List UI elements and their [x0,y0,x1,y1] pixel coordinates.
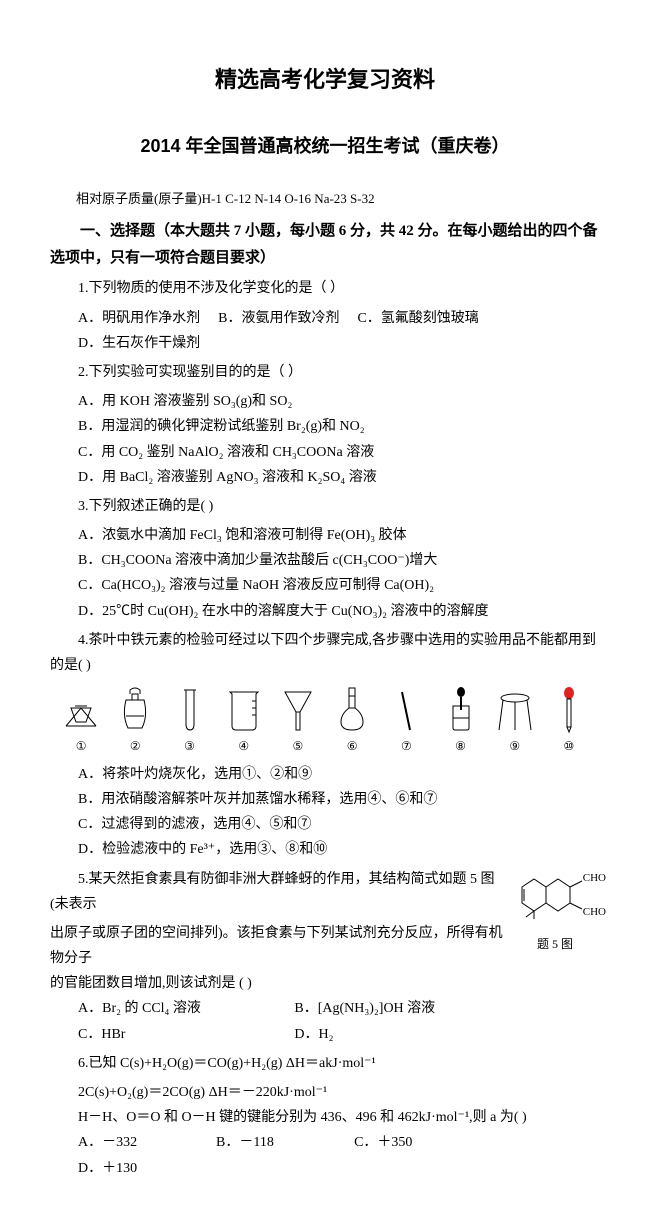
q3-opt-a: A．浓氨水中滴加 FeCl₃ 饱和溶液可制得 Fe(OH)₃ 胶体 [78,523,600,548]
q4-opt-a: A．将茶叶灼烧灰化，选用①、②和⑨ [78,762,600,787]
equip-8-label: ⑧ [455,739,466,753]
equip-10-label: ⑩ [564,739,575,753]
equip-6: ⑥ [325,686,379,758]
q4-stem: 4.茶叶中铁元素的检验可经过以下四个步骤完成,各步骤中选用的实验用品不能都用到的… [50,628,600,678]
q6-opt-c: C．＋350 [354,1130,474,1155]
q1-stem: 1.下列物质的使用不涉及化学变化的是（ ） [50,276,600,301]
sub-title: 2014 年全国普通高校统一招生考试（重庆卷） [50,130,600,162]
equip-6-label: ⑥ [347,739,358,753]
q5-stem-3: 的官能团数目增加,则该试剂是 ( ) [50,971,600,996]
equip-2: ② [108,686,162,758]
q2-opt-d: D．用 BaCl₂ 溶液鉴别 AgNO₃ 溶液和 K₂SO₄ 溶液 [78,465,329,490]
dropper-bottle-icon [446,686,476,734]
equip-4-label: ④ [238,739,249,753]
equip-9-label: ⑨ [509,739,520,753]
alcohol-lamp-icon [116,686,154,734]
equip-2-label: ② [130,739,141,753]
q4-options: A．将茶叶灼烧灰化，选用①、②和⑨ B．用浓硝酸溶解茶叶灰并加蒸馏水稀释，选用④… [78,762,600,863]
q5-figure: CHO CHO 题 5 图 [510,867,600,956]
glass-rod-icon [396,686,416,734]
q6-line3: H－H、O＝O 和 O－H 键的键能分别为 436、496 和 462kJ·mo… [78,1105,600,1130]
q3-opt-b: B．CH₃COONa 溶液中滴加少量浓盐酸后 c(CH₃COO⁻)增大 [78,548,600,573]
q1-opt-d: D．生石灰作干燥剂 [78,331,200,356]
equip-5: ⑤ [271,686,325,758]
q6-opt-a: A．－332 [78,1130,198,1155]
q2-options: A．用 KOH 溶液鉴别 SO₃(g)和 SO₂ B．用湿润的碘化钾淀粉试纸鉴别… [78,389,600,490]
equip-7: ⑦ [379,686,433,758]
q1-options: A．明矾用作净水剂 B．液氨用作致冷剂 C．氢氟酸刻蚀玻璃 D．生石灰作干燥剂 [78,306,600,356]
q4-opt-b: B．用浓硝酸溶解茶叶灰并加蒸馏水稀释，选用④、⑥和⑦ [78,787,600,812]
q5-opt-c: C．HBr [78,1022,276,1047]
q1-opt-a: A．明矾用作净水剂 [78,306,200,331]
equip-4: ④ [217,686,271,758]
main-title: 精选高考化学复习资料 [50,60,600,100]
q1-opt-b: B．液氨用作致冷剂 [218,306,339,331]
equip-3-label: ③ [184,739,195,753]
q5-opt-b: B．[Ag(NH₃)₂]OH 溶液 [294,996,435,1021]
q5-opt-a: A．Br₂ 的 CCl₄ 溶液 [78,996,276,1021]
q3-opt-d: D．25℃时 Cu(OH)₂ 在水中的溶解度大于 Cu(NO₃)₂ 溶液中的溶解… [78,599,600,624]
q3-stem: 3.下列叙述正确的是( ) [50,494,600,519]
q6-opt-b: B．－118 [216,1130,336,1155]
equip-3: ③ [162,686,216,758]
tripod-icon [495,686,535,734]
volumetric-flask-icon [337,686,367,734]
equip-8: ⑧ [433,686,487,758]
q6-line1: 6.已知 C(s)+H₂O(g)＝CO(g)+H₂(g) ΔH＝akJ·mol⁻… [50,1051,600,1076]
equip-1: ① [54,686,108,758]
funnel-icon [281,686,315,734]
q2-opt-b: B．用湿润的碘化钾淀粉试纸鉴别 Br₂(g)和 NO₂ [78,414,329,439]
q5-block: CHO CHO 题 5 图 5.某天然拒食素具有防御非洲大群蜂蚜的作用，其结构简… [50,867,600,1047]
equip-7-label: ⑦ [401,739,412,753]
dropper-icon [559,686,579,734]
beaker-icon [224,686,264,734]
q5-figcaption: 题 5 图 [510,934,600,956]
q2-opt-a: A．用 KOH 溶液鉴别 SO₃(g)和 SO₂ [78,389,329,414]
q5-cho1: CHO [583,869,606,889]
equip-9: ⑨ [488,686,542,758]
crucible-triangle-icon [60,686,102,734]
q6-line2: 2C(s)+O₂(g)＝2CO(g) ΔH＝－220kJ·mol⁻¹ [78,1080,600,1105]
q5-cho2: CHO [583,903,606,923]
test-tube-icon [178,686,202,734]
q5-options: A．Br₂ 的 CCl₄ 溶液 B．[Ag(NH₃)₂]OH 溶液 C．HBr … [78,996,600,1046]
equipment-row: ① ② ③ ④ ⑤ [50,686,600,758]
q4-opt-d: D．检验滤液中的 Fe³⁺，选用③、⑧和⑩ [78,837,600,862]
q2-stem: 2.下列实验可实现鉴别目的的是（ ） [50,360,600,385]
q5-opt-d: D．H₂ [294,1022,333,1047]
equip-5-label: ⑤ [293,739,304,753]
q6-options: A．－332 B．－118 C．＋350 D．＋130 [78,1130,600,1180]
equip-1-label: ① [76,739,87,753]
q3-options: A．浓氨水中滴加 FeCl₃ 饱和溶液可制得 Fe(OH)₃ 胶体 B．CH₃C… [78,523,600,624]
q6-opt-d: D．＋130 [78,1156,198,1181]
q3-opt-c: C．Ca(HCO₃)₂ 溶液与过量 NaOH 溶液反应可制得 Ca(OH)₂ [78,573,600,598]
equip-10: ⑩ [542,686,596,758]
atomic-mass-line: 相对原子质量(原子量)H-1 C-12 N-14 O-16 Na-23 S-32 [50,187,600,210]
q2-opt-c: C．用 CO₂ 鉴别 NaAlO₂ 溶液和 CH₃COONa 溶液 [78,440,329,465]
section-1-header: 一、选择题（本大题共 7 小题，每小题 6 分，共 42 分。在每小题给出的四个… [50,218,600,272]
q4-opt-c: C．过滤得到的滤液，选用④、⑤和⑦ [78,812,600,837]
q1-opt-c: C．氢氟酸刻蚀玻璃 [357,306,478,331]
